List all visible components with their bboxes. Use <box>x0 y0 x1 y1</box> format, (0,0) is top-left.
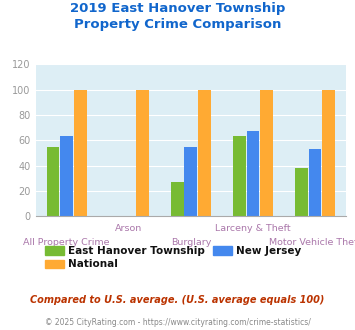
Bar <box>47 147 59 216</box>
Bar <box>60 137 73 216</box>
Bar <box>171 182 184 216</box>
Bar <box>136 90 149 216</box>
Bar <box>74 90 87 216</box>
Bar <box>247 131 259 216</box>
Legend: East Hanover Township, National, New Jersey: East Hanover Township, National, New Jer… <box>41 242 305 274</box>
Text: Burglary: Burglary <box>171 238 211 247</box>
Bar <box>322 90 335 216</box>
Bar <box>233 137 246 216</box>
Bar <box>260 90 273 216</box>
Text: Arson: Arson <box>115 224 142 233</box>
Text: Larceny & Theft: Larceny & Theft <box>215 224 291 233</box>
Text: Compared to U.S. average. (U.S. average equals 100): Compared to U.S. average. (U.S. average … <box>30 295 325 305</box>
Text: © 2025 CityRating.com - https://www.cityrating.com/crime-statistics/: © 2025 CityRating.com - https://www.city… <box>45 318 310 327</box>
Text: 2019 East Hanover Township
Property Crime Comparison: 2019 East Hanover Township Property Crim… <box>70 2 285 31</box>
Bar <box>198 90 211 216</box>
Bar <box>309 149 321 216</box>
Bar <box>185 147 197 216</box>
Text: Motor Vehicle Theft: Motor Vehicle Theft <box>269 238 355 247</box>
Bar <box>295 168 308 216</box>
Text: All Property Crime: All Property Crime <box>23 238 110 247</box>
